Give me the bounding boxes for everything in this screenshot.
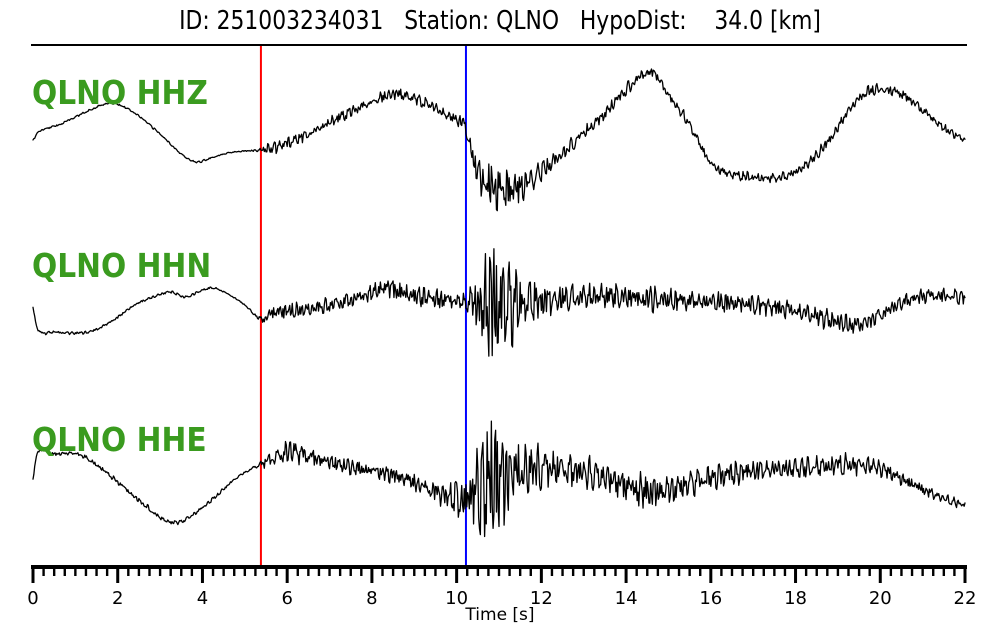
x-axis-label: Time [s] — [465, 605, 535, 625]
svg-text:12: 12 — [530, 588, 553, 609]
svg-text:6: 6 — [281, 588, 292, 609]
svg-text:2: 2 — [112, 588, 123, 609]
waveform-traces — [32, 68, 966, 538]
svg-text:14: 14 — [615, 588, 638, 609]
svg-text:4: 4 — [197, 588, 208, 609]
svg-text:16: 16 — [699, 588, 722, 609]
svg-text:18: 18 — [784, 588, 807, 609]
svg-text:22: 22 — [954, 588, 977, 609]
time-axis: 0 2 4 6 8 10 12 14 16 18 20 22 — [27, 565, 977, 609]
svg-text:10: 10 — [445, 588, 468, 609]
svg-text:8: 8 — [366, 588, 377, 609]
figure-title: ID: 251003234031 Station: QLNO HypoDist:… — [179, 6, 821, 36]
svg-text:0: 0 — [27, 588, 38, 609]
trace-label-hhe: QLNO HHE — [32, 420, 207, 459]
trace-label-hhn: QLNO HHN — [32, 246, 212, 285]
trace-label-hhz: QLNO HHZ — [32, 73, 208, 112]
svg-text:20: 20 — [869, 588, 892, 609]
